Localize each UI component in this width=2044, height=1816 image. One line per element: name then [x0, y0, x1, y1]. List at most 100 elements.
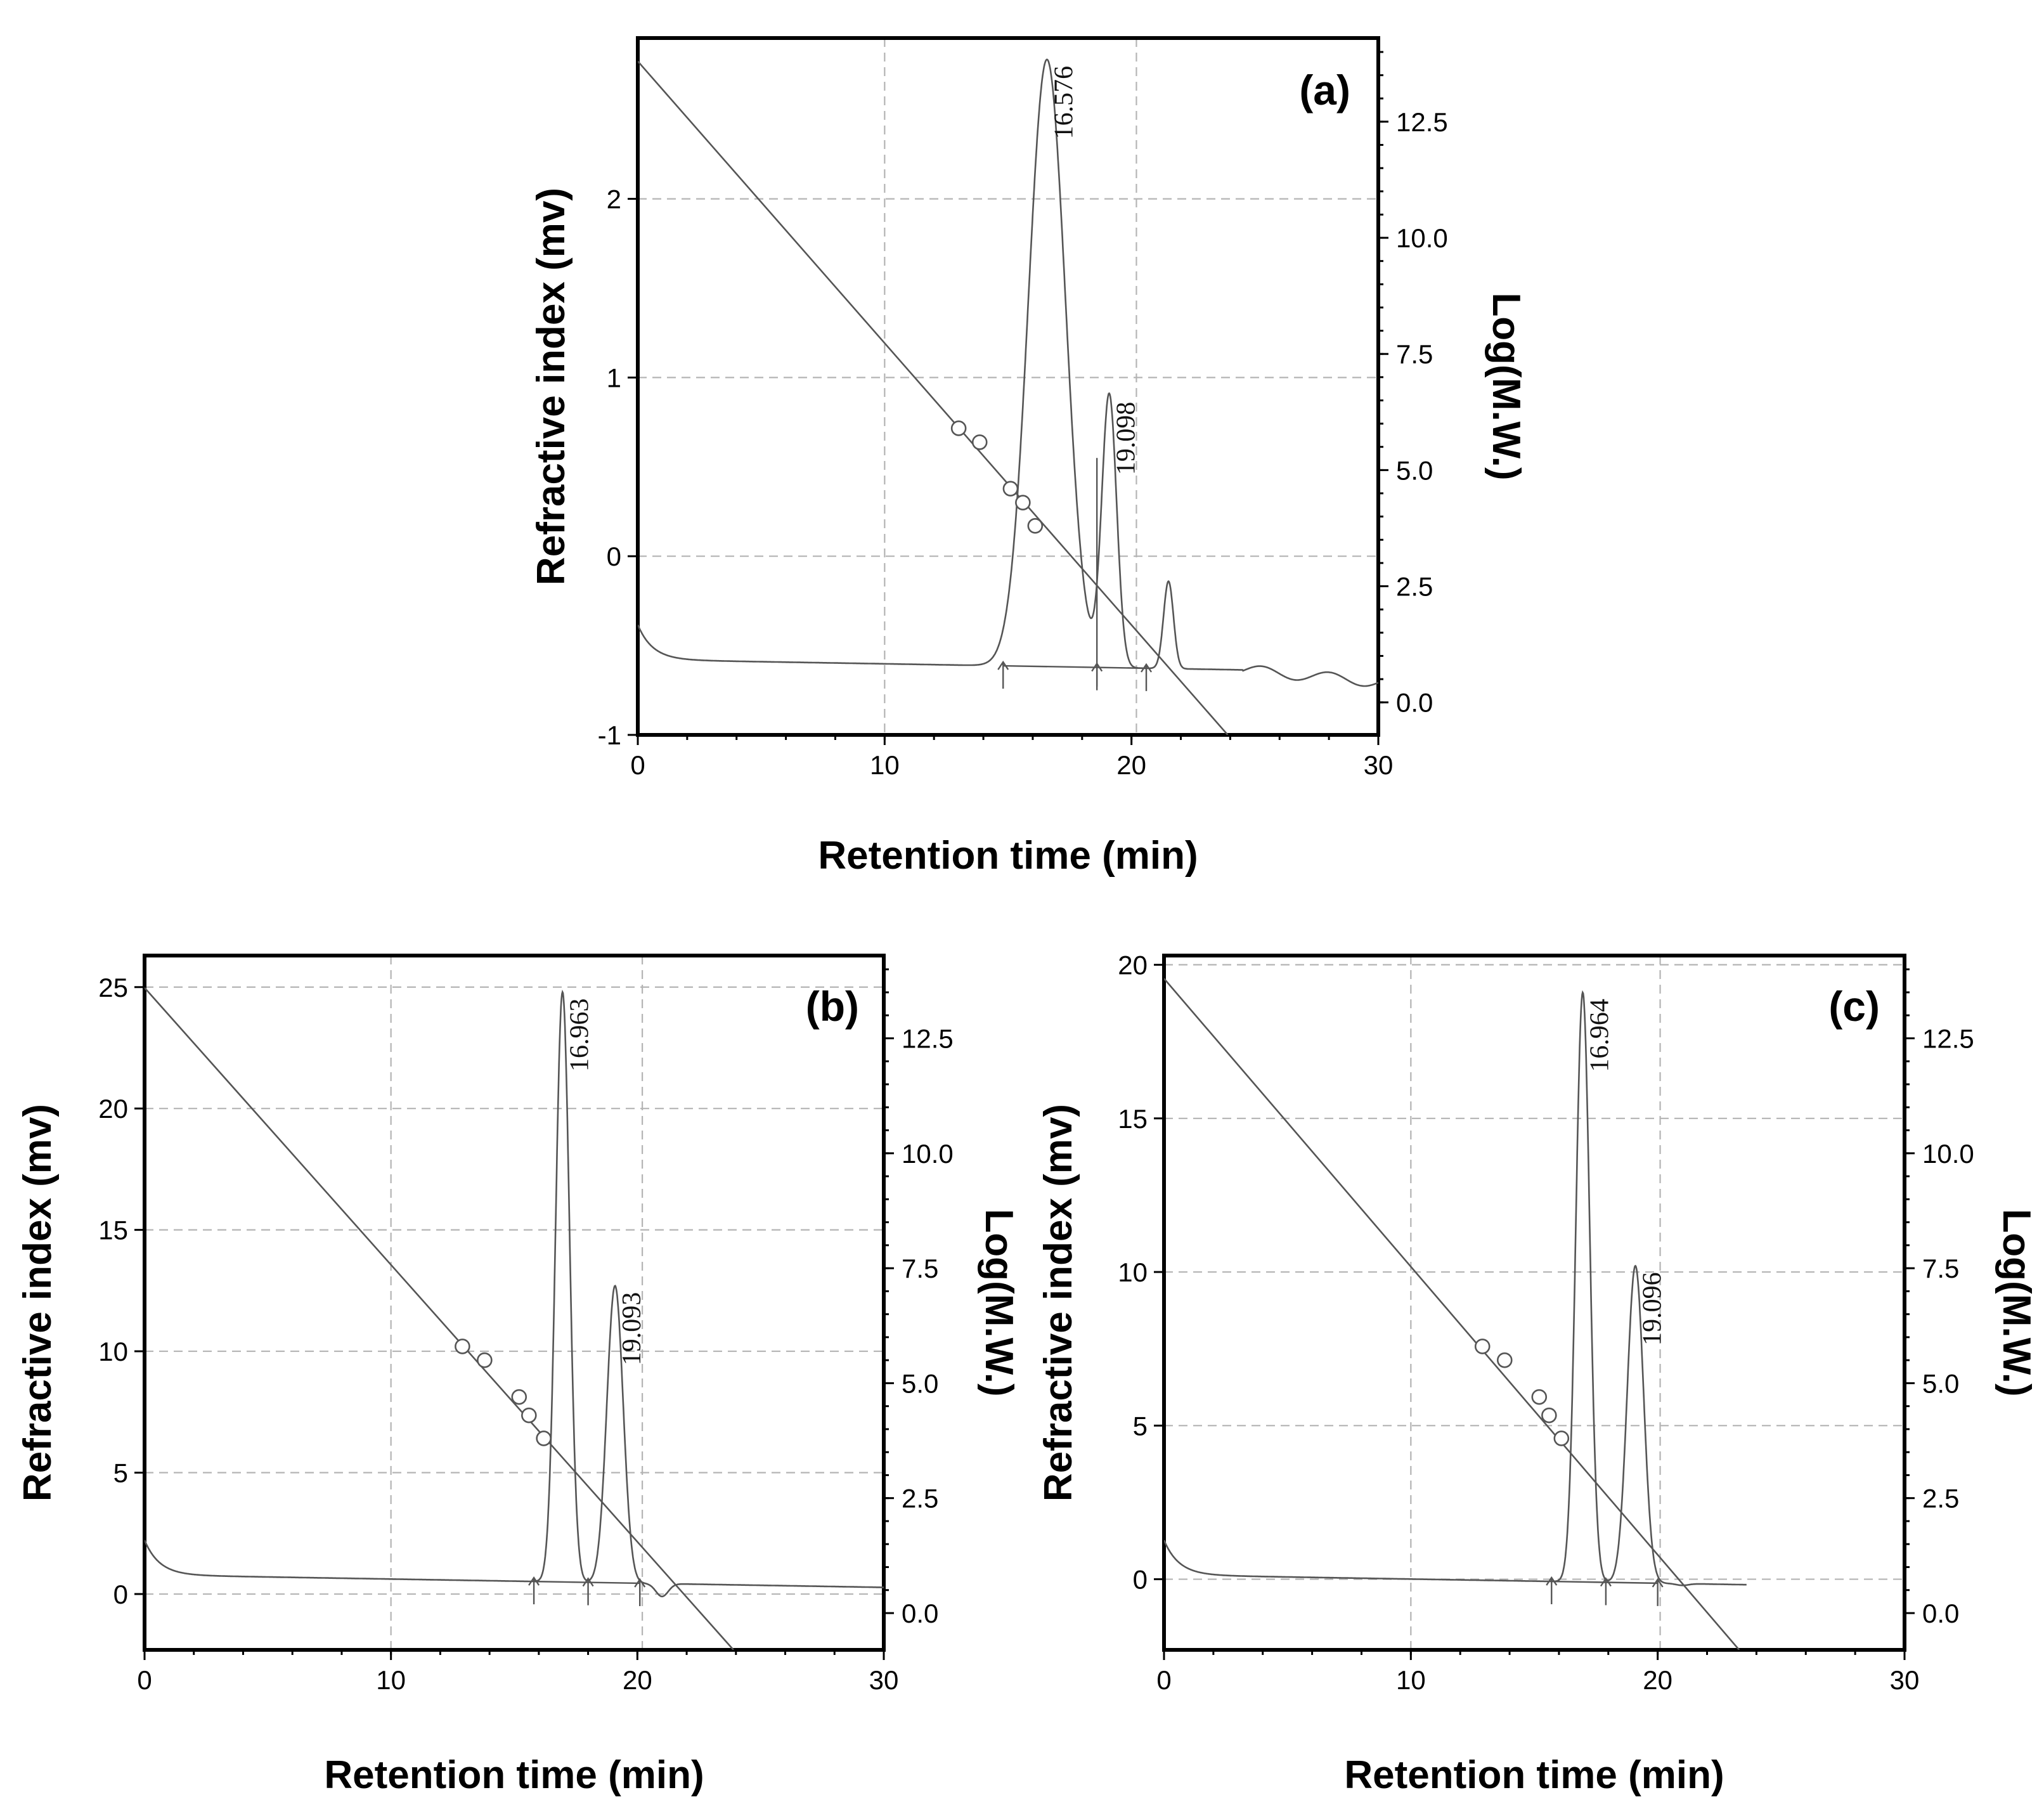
y2-tick-label: 12.5 [902, 1024, 954, 1054]
y2-tick-label: 2.5 [902, 1484, 938, 1514]
plot-area [638, 58, 1378, 735]
y2-tick-label: 2.5 [1922, 1484, 1959, 1514]
calibration-point [1027, 517, 1044, 534]
x-tick-label: 20 [1643, 1665, 1672, 1695]
chart-panel-b: 0 10 20 30 0 5 10 15 20 25 0.0 2.5 5.0 7.5 10.0 12.5 Ret… [16, 954, 1021, 1797]
y-tick-label: 15 [1118, 1104, 1148, 1134]
x-axis-title: Retention time (min) [1344, 1753, 1724, 1797]
y-tick-label: 1 [607, 363, 621, 392]
calibration-point [1474, 1339, 1491, 1354]
peak-label: 16.576 [1049, 66, 1078, 139]
calibration-point [521, 1407, 537, 1424]
peak-boundary-marker [634, 1578, 646, 1606]
y2-axis-title: Log(M.W.) [977, 1209, 1021, 1396]
x-tick-label: 0 [1156, 1665, 1171, 1695]
x-tick-label: 0 [137, 1665, 152, 1695]
calibration-point [536, 1430, 552, 1446]
y2-tick-label: 7.5 [1396, 339, 1433, 369]
peak-label: 16.964 [1585, 999, 1614, 1072]
y-tick-label: 15 [98, 1216, 128, 1245]
y-tick-label: 0 [607, 542, 621, 571]
y-tick-label: 2 [607, 185, 621, 214]
calibration-point [1496, 1352, 1513, 1368]
x-tick-label: 20 [1116, 750, 1146, 780]
y2-axis-title: Log(M.W.) [1484, 292, 1528, 480]
peak-label: 19.096 [1638, 1272, 1667, 1346]
chromatogram-trace [1164, 990, 1747, 1586]
peak-boundary-marker [528, 1576, 540, 1605]
chart-panel-a: 0 10 20 30 -1 0 1 2 0.0 2.5 5.0 7.5 10.0 12.5 Retentio… [529, 36, 1528, 878]
y2-tick-label: 0.0 [1396, 688, 1433, 718]
calibration-point [1015, 495, 1031, 510]
chart-panel-c: 0 10 20 30 0 5 10 15 20 0.0 2.5 5.0 7.5 10.0 12.5 Reten… [1037, 950, 2038, 1797]
y2-tick-label: 7.5 [1922, 1254, 1959, 1283]
calibration-point [1553, 1430, 1570, 1446]
y-axis-title: Refractive index (mv) [1037, 1104, 1080, 1501]
y-tick-label: 0 [1133, 1565, 1148, 1595]
x-axis-title: Retention time (min) [818, 834, 1198, 878]
y-tick-label: -1 [598, 720, 621, 750]
plot-frame [636, 36, 1380, 737]
y2-tick-label: 5.0 [1396, 455, 1433, 485]
peak-boundary-marker [997, 660, 1009, 689]
calibration-line [1164, 978, 1740, 1650]
y-tick-label: 5 [1133, 1411, 1148, 1441]
peak-boundary-marker [582, 1577, 594, 1605]
plot-area [1164, 978, 1747, 1650]
calibration-point [477, 1352, 493, 1368]
calibration-point [971, 434, 988, 450]
calibration-point [455, 1339, 470, 1354]
y-tick-label: 5 [113, 1458, 128, 1488]
y-tick-label: 10 [98, 1337, 128, 1366]
calibration-point [950, 420, 967, 436]
plot-area [145, 987, 884, 1650]
peak-boundary-marker [1600, 1577, 1612, 1605]
plot-frame [143, 954, 886, 1652]
y2-tick-label: 10.0 [902, 1139, 954, 1169]
chromatogram-trace [638, 58, 1378, 687]
peak-label: 19.093 [618, 1292, 647, 1366]
plot-frame [1162, 954, 1906, 1652]
y-tick-label: 20 [98, 1094, 128, 1124]
chromatogram-trace [145, 989, 884, 1598]
x-tick-label: 30 [869, 1665, 899, 1695]
y-tick-label: 0 [113, 1579, 128, 1609]
peak-label: 16.963 [565, 998, 594, 1072]
y2-tick-label: 10.0 [1922, 1139, 1974, 1169]
y2-tick-label: 10.0 [1396, 223, 1448, 253]
y2-tick-label: 0.0 [902, 1599, 938, 1628]
y2-tick-label: 5.0 [902, 1368, 938, 1398]
x-tick-label: 20 [623, 1665, 652, 1695]
integration-baseline [1003, 665, 1097, 668]
x-tick-label: 0 [630, 750, 645, 780]
x-tick-label: 30 [1890, 1665, 1920, 1695]
calibration-point [1531, 1389, 1548, 1405]
y-tick-label: 20 [1118, 950, 1148, 980]
integration-baseline [1551, 1580, 1606, 1583]
panel-label: (b) [806, 983, 859, 1030]
y-axis-title: Refractive index (mv) [16, 1104, 60, 1501]
integration-baseline [534, 1580, 588, 1583]
y2-tick-label: 12.5 [1922, 1024, 1974, 1054]
panel-label: (a) [1299, 67, 1350, 114]
y2-tick-label: 7.5 [902, 1254, 938, 1283]
peak-label: 19.098 [1112, 402, 1141, 476]
x-tick-label: 10 [1396, 1665, 1426, 1695]
y2-tick-label: 2.5 [1396, 572, 1433, 602]
calibration-line [638, 60, 1229, 735]
calibration-point [511, 1389, 527, 1405]
y-tick-label: 25 [98, 973, 128, 1002]
panel-label: (c) [1828, 983, 1880, 1030]
y-axis-title: Refractive index (mv) [529, 188, 573, 585]
peak-boundary-marker [1652, 1578, 1664, 1606]
y2-tick-label: 5.0 [1922, 1368, 1959, 1398]
y2-tick-label: 0.0 [1922, 1599, 1959, 1628]
x-axis-title: Retention time (min) [324, 1753, 704, 1797]
peak-boundary-marker [1141, 663, 1153, 691]
y-tick-label: 10 [1118, 1257, 1148, 1287]
calibration-point [1002, 481, 1019, 496]
x-tick-label: 30 [1364, 750, 1394, 780]
y2-axis-title: Log(M.W.) [1995, 1209, 2038, 1396]
calibration-line [145, 987, 734, 1650]
